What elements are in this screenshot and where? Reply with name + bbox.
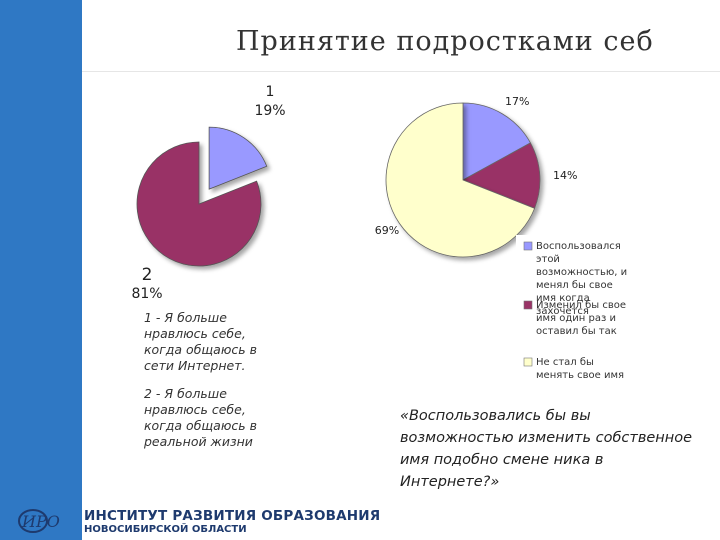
pie2-label-3: 69% bbox=[375, 224, 399, 237]
title-divider bbox=[82, 71, 720, 72]
pie2-slice-3 bbox=[385, 102, 536, 258]
institute-logo-icon: ИРО bbox=[18, 509, 60, 533]
legend-swatch-3 bbox=[523, 357, 533, 367]
pie1-slice-2 bbox=[136, 141, 262, 267]
pie2-label-1: 17% bbox=[505, 95, 529, 108]
pie1-label-1-pct: 19% bbox=[254, 103, 285, 119]
slide-title: Принятие подростками себ bbox=[236, 26, 654, 57]
legend-label-3: Не стал бы менять свое имя bbox=[536, 357, 624, 381]
pie1-slice-1 bbox=[208, 126, 268, 190]
pie-chart-2: 17% 14% 69% bbox=[375, 95, 577, 258]
pie-chart-1: 1 19% 281% bbox=[131, 84, 285, 302]
legend-swatch-1 bbox=[523, 241, 533, 251]
legend-background bbox=[516, 235, 670, 387]
legend-label-1: Воспользовался этой возможностью, и менял б… bbox=[536, 241, 627, 317]
legend-note-2: 2 - Я больше нравлюсь себе, когда общаюс… bbox=[144, 386, 257, 449]
pie-chart-2-legend: Воспользовался этой возможностью, и менял б… bbox=[516, 235, 670, 387]
pie1-label-2-name: 2 bbox=[142, 265, 153, 285]
legend-note-1: 1 - Я больше нравлюсь себе, когда общаюс… bbox=[144, 310, 257, 373]
pie2-label-2: 14% bbox=[553, 169, 577, 182]
pie1-label-2-pct: 81% bbox=[131, 286, 162, 302]
left-accent-bar bbox=[0, 0, 82, 540]
legend-swatch-2 bbox=[523, 300, 533, 310]
pie2-slice-1 bbox=[462, 102, 532, 181]
institute-name: ИНСТИТУТ РАЗВИТИЯ ОБРАЗОВАНИЯ bbox=[84, 508, 381, 524]
legend-label-2: Изменил бы свое имя один раз и оставил бы … bbox=[536, 300, 626, 337]
institute-region: НОВОСИБИРСКОЙ ОБЛАСТИ bbox=[84, 524, 247, 535]
logo-text: ИРО bbox=[21, 512, 60, 531]
survey-question: «Воспользовались бы вы возможностью изме… bbox=[400, 408, 693, 490]
pie2-slice-2 bbox=[462, 142, 541, 209]
pie1-label-1-name: 1 bbox=[266, 84, 275, 100]
